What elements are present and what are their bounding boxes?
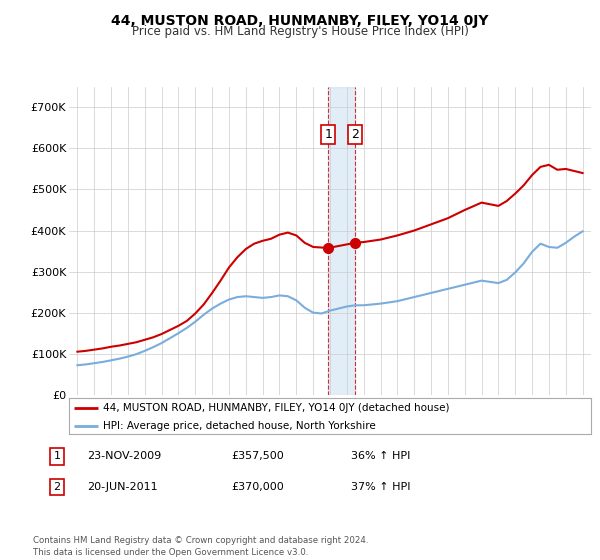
Text: 1: 1 bbox=[325, 128, 332, 141]
Text: 20-JUN-2011: 20-JUN-2011 bbox=[87, 482, 158, 492]
Text: Contains HM Land Registry data © Crown copyright and database right 2024.
This d: Contains HM Land Registry data © Crown c… bbox=[33, 536, 368, 557]
Text: 2: 2 bbox=[53, 482, 61, 492]
Text: £370,000: £370,000 bbox=[231, 482, 284, 492]
Text: 1: 1 bbox=[53, 451, 61, 461]
Text: 44, MUSTON ROAD, HUNMANBY, FILEY, YO14 0JY (detached house): 44, MUSTON ROAD, HUNMANBY, FILEY, YO14 0… bbox=[103, 403, 449, 413]
Text: 44, MUSTON ROAD, HUNMANBY, FILEY, YO14 0JY: 44, MUSTON ROAD, HUNMANBY, FILEY, YO14 0… bbox=[111, 14, 489, 28]
Text: Price paid vs. HM Land Registry's House Price Index (HPI): Price paid vs. HM Land Registry's House … bbox=[131, 25, 469, 38]
Text: 2: 2 bbox=[351, 128, 359, 141]
Text: 23-NOV-2009: 23-NOV-2009 bbox=[87, 451, 161, 461]
Bar bbox=[328, 87, 355, 395]
Text: 37% ↑ HPI: 37% ↑ HPI bbox=[351, 482, 410, 492]
Text: 36% ↑ HPI: 36% ↑ HPI bbox=[351, 451, 410, 461]
Text: HPI: Average price, detached house, North Yorkshire: HPI: Average price, detached house, Nort… bbox=[103, 421, 376, 431]
Text: £357,500: £357,500 bbox=[231, 451, 284, 461]
